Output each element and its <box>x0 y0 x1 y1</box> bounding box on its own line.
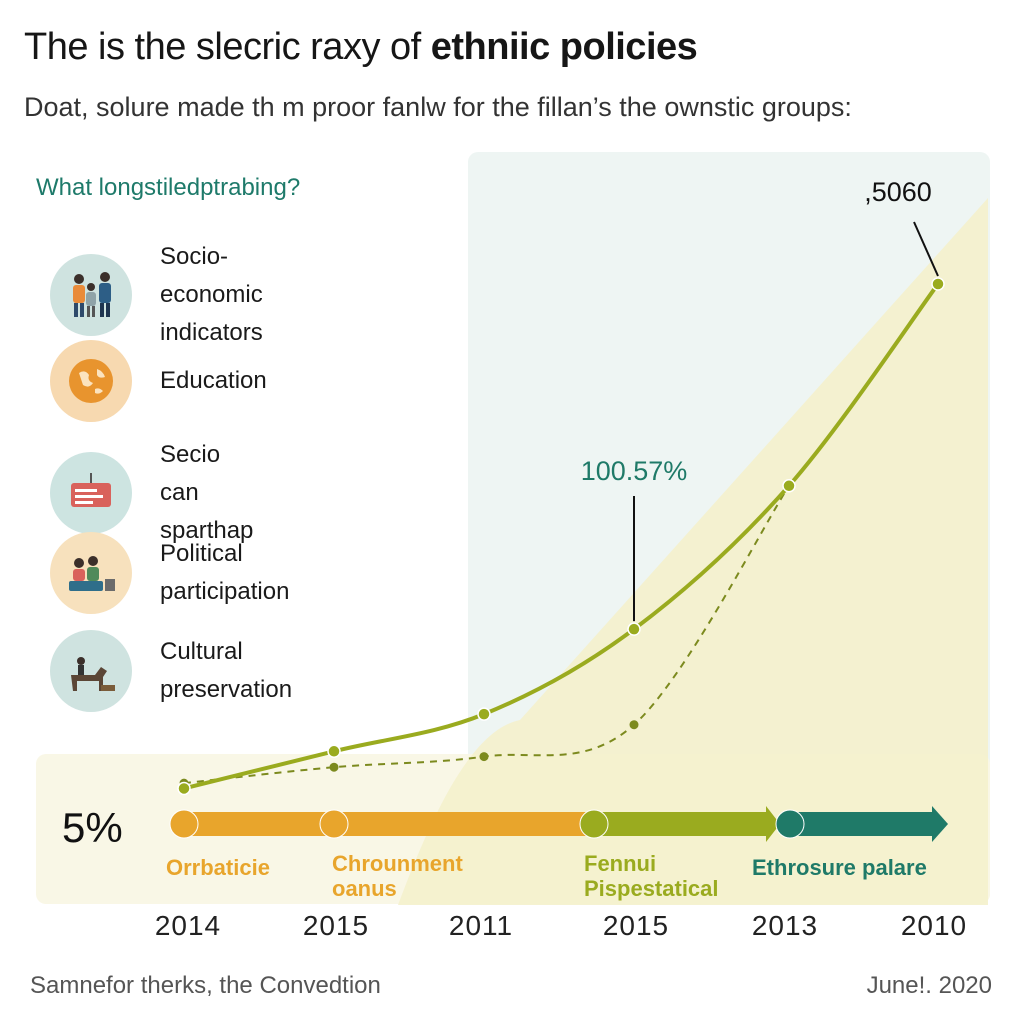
annotation-label: 100.57% <box>581 456 688 486</box>
legend-label: Political participation <box>160 540 290 605</box>
date-note: June!. 2020 <box>866 972 992 999</box>
sign-board-icon <box>50 452 132 534</box>
stage-bar-teal <box>790 812 934 836</box>
x-tick-label: 2015 <box>302 910 370 941</box>
stage-label-2: Chrounment oanus <box>332 851 463 901</box>
series-line-dashed <box>183 485 790 785</box>
stage-arrowhead-teal <box>932 806 948 842</box>
stage-label-1: Orrbaticie <box>166 855 270 880</box>
annotation-leader <box>913 221 939 277</box>
x-tick-label: 2010 <box>900 910 968 941</box>
legend-label: Cultural preservation <box>160 638 293 703</box>
stage-bar-olive <box>594 812 766 836</box>
chart-title: The is the slecric raxy of ethniic polic… <box>24 26 698 69</box>
data-point-solid <box>327 744 341 759</box>
legend-item-socio-economic: Socio-economic indicators <box>50 238 263 352</box>
x-tick-label: 2013 <box>751 910 819 941</box>
data-point-solid <box>782 479 796 493</box>
legend-item-political: Political participation <box>50 532 289 614</box>
legend-item-secio: Secio can sparthap <box>50 436 253 550</box>
people-group-icon <box>50 254 132 336</box>
source-note: Samnefor therks, the Convedtion <box>30 972 381 999</box>
data-point-solid <box>627 622 641 636</box>
area-fill <box>398 198 988 905</box>
horse-rider-icon <box>50 630 132 712</box>
stage-marker <box>319 809 349 839</box>
x-tick-label: 2015 <box>602 910 670 941</box>
stage-label-3: Fennui Pispestatical <box>584 851 719 901</box>
legend-label: Secio can sparthap <box>160 441 254 544</box>
title-regular: The is the slecric raxy of <box>24 26 431 68</box>
stage-bar-orange <box>184 812 594 836</box>
legend-item-cultural: Cultural preservation <box>50 630 292 712</box>
stage-marker <box>579 809 609 839</box>
data-point-dashed <box>629 720 639 730</box>
data-point-solid <box>931 277 945 291</box>
x-tick-label: 2014 <box>154 910 222 941</box>
data-point-dashed <box>479 752 489 762</box>
data-point-dashed <box>329 762 339 772</box>
y-start-label: 5% <box>62 804 123 851</box>
stage-marker <box>169 809 199 839</box>
data-point-solid <box>477 707 491 721</box>
x-tick-label: 2011 <box>448 910 514 941</box>
stage-arrowhead-olive <box>766 806 780 842</box>
chart-subtitle: Doat, solure made th m proor fanlw for t… <box>24 92 852 122</box>
stage-label-4: Ethrosure palare <box>752 855 927 880</box>
community-meeting-icon <box>50 532 132 614</box>
legend-label: Education <box>160 367 267 394</box>
annotation-label: ,5060 <box>864 177 932 207</box>
data-point-solid <box>177 781 191 796</box>
globe-icon <box>50 340 132 422</box>
legend-label: Socio-economic indicators <box>160 243 263 346</box>
stage-marker <box>775 809 805 839</box>
legend-item-education: Education <box>50 340 267 422</box>
title-bold: ethniic policies <box>430 26 698 68</box>
legend-question: What longstiledptrabing? <box>36 174 301 201</box>
